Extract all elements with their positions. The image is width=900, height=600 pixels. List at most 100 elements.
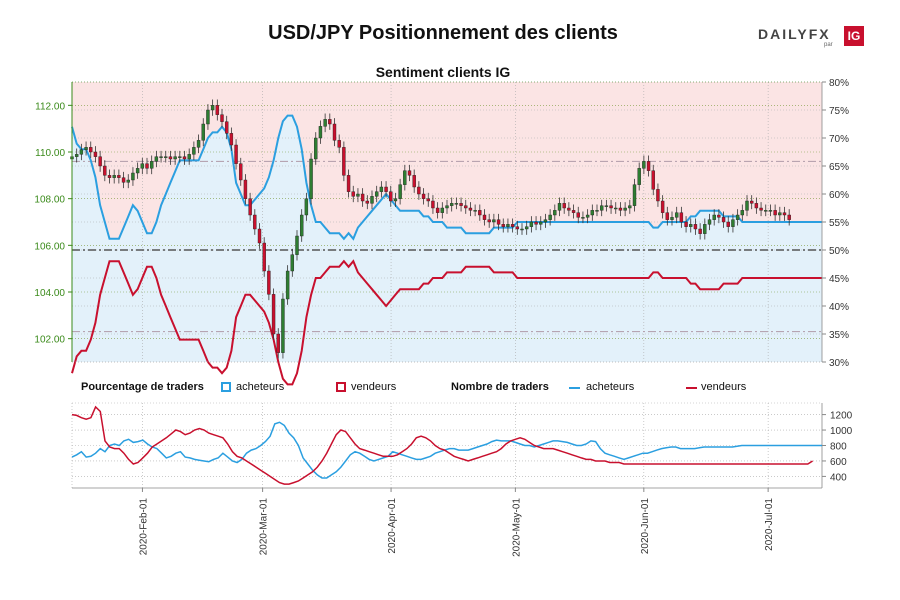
candle-body xyxy=(680,213,683,222)
candle-body xyxy=(136,168,139,173)
candle-body xyxy=(642,161,645,168)
pct-tick-label: 45% xyxy=(829,274,849,285)
candle-body xyxy=(727,222,730,227)
candle-body xyxy=(558,203,561,210)
candle-body xyxy=(450,203,453,205)
candle-body xyxy=(206,110,209,124)
candle-body xyxy=(277,334,280,353)
candle-body xyxy=(422,194,425,199)
candle-body xyxy=(675,213,678,218)
x-tick-label: 2020-Jun-01 xyxy=(640,498,651,555)
candle-body xyxy=(760,208,763,210)
candle-body xyxy=(628,206,631,208)
price-tick-label: 104.00 xyxy=(34,288,65,299)
legend-sellers-pct-label: vendeurs xyxy=(351,381,396,393)
candle-body xyxy=(399,185,402,199)
candle-body xyxy=(586,215,589,217)
candle-body xyxy=(483,215,486,220)
candle-body xyxy=(567,208,570,210)
candle-body xyxy=(155,157,158,162)
legend-buyers-count-line xyxy=(569,387,580,389)
candle-body xyxy=(685,222,688,227)
candle-body xyxy=(633,185,636,206)
candle-body xyxy=(108,175,111,177)
candle-body xyxy=(389,192,392,201)
price-tick-label: 110.00 xyxy=(35,148,65,159)
candle-body xyxy=(361,194,364,201)
candle-body xyxy=(656,189,659,201)
candle-body xyxy=(525,227,528,229)
candle-body xyxy=(75,154,78,156)
sentiment-chart: 102.00104.00106.00108.00110.00112.0030%3… xyxy=(0,0,900,600)
candle-body xyxy=(460,203,463,205)
count-tick-label: 1000 xyxy=(830,426,853,437)
pct-tick-label: 65% xyxy=(829,162,849,173)
candle-body xyxy=(188,154,191,159)
candle-body xyxy=(746,201,749,210)
candle-body xyxy=(417,187,420,194)
legend-buyers-pct-label: acheteurs xyxy=(236,381,284,393)
candle-body xyxy=(703,224,706,233)
candle-body xyxy=(272,294,275,334)
pct-tick-label: 70% xyxy=(829,134,849,145)
candle-body xyxy=(267,271,270,294)
candle-body xyxy=(99,157,102,166)
candle-body xyxy=(516,227,519,229)
candle-body xyxy=(492,220,495,222)
candle-body xyxy=(141,164,144,169)
candle-body xyxy=(85,147,88,149)
candle-body xyxy=(638,168,641,184)
count-tick-label: 800 xyxy=(830,442,847,453)
candle-body xyxy=(431,201,434,208)
candle-body xyxy=(717,215,720,217)
candle-body xyxy=(169,157,172,159)
candle-body xyxy=(160,157,163,158)
candle-body xyxy=(647,161,650,170)
candle-body xyxy=(225,122,228,134)
candle-body xyxy=(305,199,308,215)
count-tick-label: 600 xyxy=(830,457,847,468)
candle-body xyxy=(150,161,153,168)
candle-body xyxy=(535,222,538,224)
candle-body xyxy=(441,208,444,213)
candle-body xyxy=(385,187,388,192)
legend-sellers-count-line xyxy=(686,387,697,389)
x-tick-label: 2020-Feb-01 xyxy=(138,498,149,556)
candle-body xyxy=(103,166,106,175)
candle-body xyxy=(736,215,739,220)
candle-body xyxy=(722,217,725,222)
candle-body xyxy=(216,105,219,114)
price-tick-label: 112.00 xyxy=(35,101,65,112)
candle-body xyxy=(774,210,777,215)
candle-body xyxy=(324,119,327,126)
x-tick-label: 2020-Mar-01 xyxy=(259,498,270,556)
legend-pct-title: Pourcentage de traders xyxy=(81,381,204,393)
candle-body xyxy=(708,220,711,225)
candle-body xyxy=(769,210,772,211)
candle-body xyxy=(694,224,697,229)
candle-body xyxy=(371,196,374,203)
candle-body xyxy=(469,208,472,210)
candle-body xyxy=(591,210,594,215)
price-tick-label: 108.00 xyxy=(34,195,65,206)
candle-body xyxy=(605,206,608,207)
candle-body xyxy=(333,124,336,140)
pct-tick-label: 75% xyxy=(829,106,849,117)
pct-tick-label: 35% xyxy=(829,330,849,341)
candle-body xyxy=(661,201,664,213)
candle-body xyxy=(572,210,575,212)
pct-tick-label: 55% xyxy=(829,218,849,229)
candle-body xyxy=(244,180,247,199)
candle-body xyxy=(783,213,786,215)
candle-body xyxy=(178,157,181,158)
candle-body xyxy=(286,271,289,299)
pct-tick-label: 50% xyxy=(829,246,849,257)
candle-body xyxy=(347,175,350,191)
candle-body xyxy=(394,199,397,201)
legend-sellers-count-label: vendeurs xyxy=(701,381,746,393)
candle-body xyxy=(671,217,674,219)
candle-body xyxy=(164,157,167,158)
candle-body xyxy=(89,147,92,152)
candle-body xyxy=(713,215,716,220)
candle-body xyxy=(741,210,744,215)
